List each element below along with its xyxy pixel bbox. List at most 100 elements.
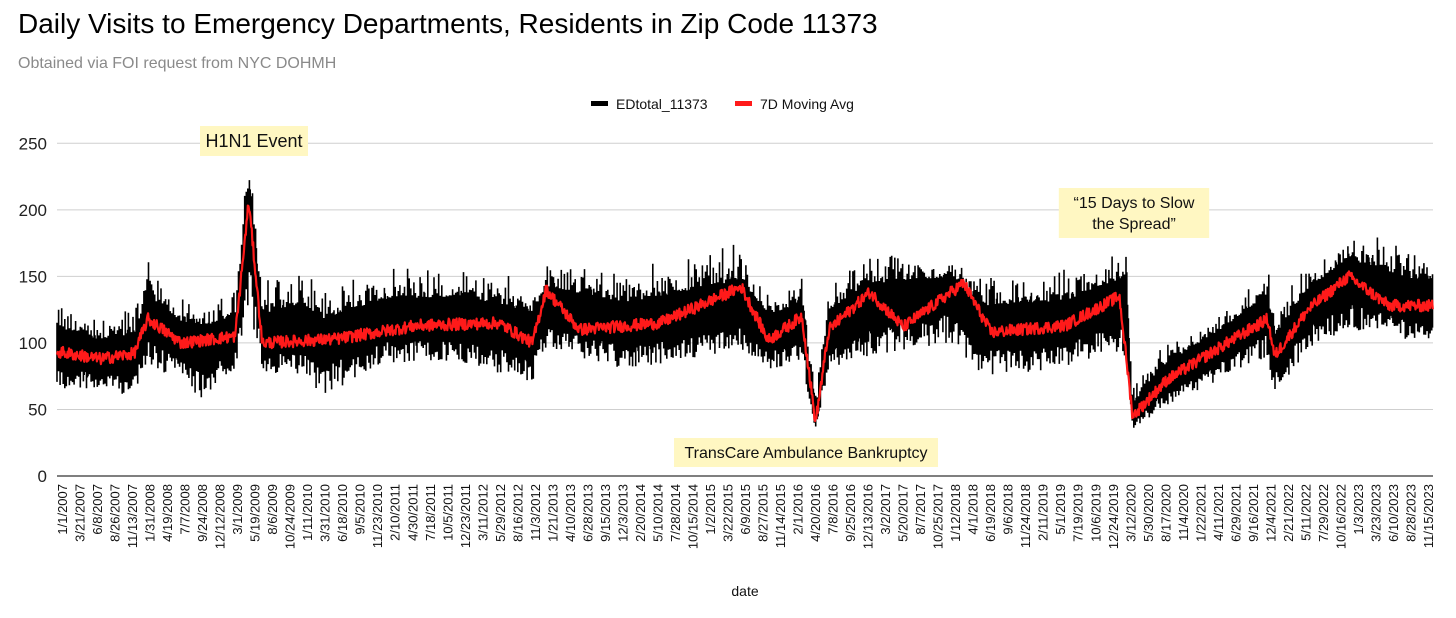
x-tick-label: 6/8/2007 — [90, 484, 105, 535]
x-tick-label: 4/10/2013 — [563, 484, 578, 542]
x-tick-label: 12/13/2016 — [861, 484, 876, 549]
x-tick-label: 9/25/2016 — [843, 484, 858, 542]
x-tick-label: 11/13/2007 — [125, 484, 140, 548]
x-tick-label: 2/11/2019 — [1036, 484, 1051, 541]
x-tick-label: 3/11/2012 — [475, 484, 490, 541]
x-tick-label: 9/6/2018 — [1001, 484, 1016, 535]
x-tick-label: 12/3/2013 — [615, 484, 630, 542]
x-tick-label: 11/15/2023 — [1421, 484, 1436, 548]
y-tick-label: 50 — [28, 400, 47, 419]
annotation-15-days-text: “15 Days to Slow — [1074, 195, 1195, 212]
x-tick-label: 12/24/2019 — [1106, 484, 1121, 549]
chart-title: Daily Visits to Emergency Departments, R… — [18, 8, 878, 39]
x-tick-label: 6/18/2010 — [335, 484, 350, 542]
x-tick-label: 7/29/2022 — [1316, 484, 1331, 542]
x-tick-label: 2/20/2014 — [633, 484, 648, 542]
x-tick-label: 6/28/2013 — [580, 484, 595, 542]
y-tick-label: 200 — [19, 201, 47, 220]
x-tick-label: 11/4/2020 — [1176, 484, 1191, 541]
x-tick-label: 12/4/2021 — [1263, 484, 1278, 542]
x-tick-label: 5/20/2017 — [896, 484, 911, 542]
series-moving-avg — [55, 204, 1434, 423]
annotation-h1n1-box — [200, 126, 308, 156]
x-tick-label: 11/23/2010 — [370, 484, 385, 548]
x-tick-label: 1/3/2023 — [1351, 484, 1366, 535]
series-edtotal — [56, 180, 1434, 428]
x-tick-label: 1/11/2010 — [300, 484, 315, 541]
x-tick-label: 1/12/2018 — [948, 484, 963, 542]
x-tick-label: 3/1/2009 — [230, 484, 245, 535]
x-tick-label: 10/24/2009 — [283, 484, 298, 549]
x-tick-label: 5/11/2022 — [1298, 484, 1313, 541]
y-tick-label: 100 — [19, 334, 47, 353]
y-tick-label: 250 — [19, 134, 47, 153]
x-tick-label: 4/20/2016 — [808, 484, 823, 542]
annotation-h1n1-text: H1N1 Event — [205, 131, 302, 151]
x-tick-label: 9/5/2010 — [353, 484, 368, 535]
x-tick-label: 8/6/2009 — [265, 484, 280, 535]
x-tick-label: 3/22/2015 — [721, 484, 736, 542]
x-tick-label: 11/24/2018 — [1018, 484, 1033, 548]
annotation-15-days-box — [1058, 188, 1210, 238]
y-tick-label: 150 — [19, 267, 47, 286]
x-tick-label: 8/16/2012 — [510, 484, 525, 542]
x-tick-label: 1/31/2008 — [143, 484, 158, 542]
x-tick-label: 8/17/2020 — [1158, 484, 1173, 542]
x-tick-label: 2/21/2022 — [1281, 484, 1296, 542]
x-tick-label: 2/1/2016 — [791, 484, 806, 535]
x-tick-label: 3/21/2007 — [73, 484, 88, 542]
legend-label-moving-avg: 7D Moving Avg — [760, 96, 854, 112]
x-tick-label: 8/26/2007 — [108, 484, 123, 542]
x-tick-label: 5/29/2012 — [493, 484, 508, 542]
x-tick-label: 8/28/2023 — [1404, 484, 1419, 542]
x-tick-label: 7/19/2019 — [1071, 484, 1086, 542]
x-tick-label: 6/10/2023 — [1386, 484, 1401, 542]
x-tick-label: 8/27/2015 — [756, 484, 771, 542]
x-tick-label: 6/19/2018 — [983, 484, 998, 542]
x-tick-label: 7/18/2011 — [423, 484, 438, 541]
x-tick-label: 10/16/2022 — [1333, 484, 1348, 549]
legend-swatch-edtotal — [591, 101, 608, 106]
legend-swatch-moving-avg — [735, 101, 752, 106]
x-tick-label: 11/14/2015 — [773, 484, 788, 548]
x-tick-label: 5/10/2014 — [650, 484, 665, 542]
x-tick-label: 7/8/2016 — [826, 484, 841, 535]
x-tick-label: 1/21/2013 — [545, 484, 560, 542]
x-tick-label: 5/19/2009 — [248, 484, 263, 542]
x-tick-label: 4/1/2018 — [966, 484, 981, 535]
x-tick-label: 1/22/2021 — [1193, 484, 1208, 542]
x-tick-label: 9/15/2013 — [598, 484, 613, 542]
x-tick-label: 1/2/2015 — [703, 484, 718, 535]
x-tick-label: 6/29/2021 — [1228, 484, 1243, 542]
y-tick-label: 0 — [38, 467, 47, 486]
x-tick-label: 5/1/2019 — [1053, 484, 1068, 535]
legend: EDtotal_11373 7D Moving Avg — [591, 96, 854, 112]
x-tick-label: 4/11/2021 — [1211, 484, 1226, 541]
x-tick-label: 3/31/2010 — [318, 484, 333, 542]
x-tick-label: 5/30/2020 — [1141, 484, 1156, 542]
annotation-transcare-box — [674, 438, 938, 467]
series-moving-avg-line — [55, 204, 1434, 423]
x-tick-label: 10/6/2019 — [1088, 484, 1103, 542]
x-tick-label: 10/25/2017 — [931, 484, 946, 549]
x-tick-label: 3/23/2023 — [1369, 484, 1384, 542]
legend-label-edtotal: EDtotal_11373 — [616, 96, 708, 112]
x-axis-ticks: 1/1/2007 3/21/2007 6/8/2007 8/26/2007 11/13/… — [55, 484, 1436, 549]
x-tick-label: 1/1/2007 — [55, 484, 70, 535]
x-tick-label: 6/9/2015 — [738, 484, 753, 535]
x-tick-label: 12/12/2008 — [213, 484, 228, 549]
x-tick-label: 7/28/2014 — [668, 484, 683, 542]
annotation-15-days-text: the Spread” — [1092, 216, 1176, 233]
x-tick-label: 10/5/2011 — [440, 484, 455, 541]
x-tick-label: 11/3/2012 — [528, 484, 543, 541]
x-tick-label: 4/19/2008 — [160, 484, 175, 542]
chart-subtitle: Obtained via FOI request from NYC DOHMH — [18, 55, 337, 72]
annotation-transcare-text: TransCare Ambulance Bankruptcy — [684, 445, 927, 462]
x-tick-label: 10/15/2014 — [686, 484, 701, 549]
x-tick-label: 7/7/2008 — [178, 484, 193, 535]
x-tick-label: 12/23/2011 — [458, 484, 473, 548]
x-tick-label: 2/10/2011 — [388, 484, 403, 541]
annotations: H1N1 Event TransCare Ambulance Bankruptcy… — [200, 126, 1210, 467]
y-axis-ticks: 0 50 100 150 200 250 — [19, 134, 47, 486]
